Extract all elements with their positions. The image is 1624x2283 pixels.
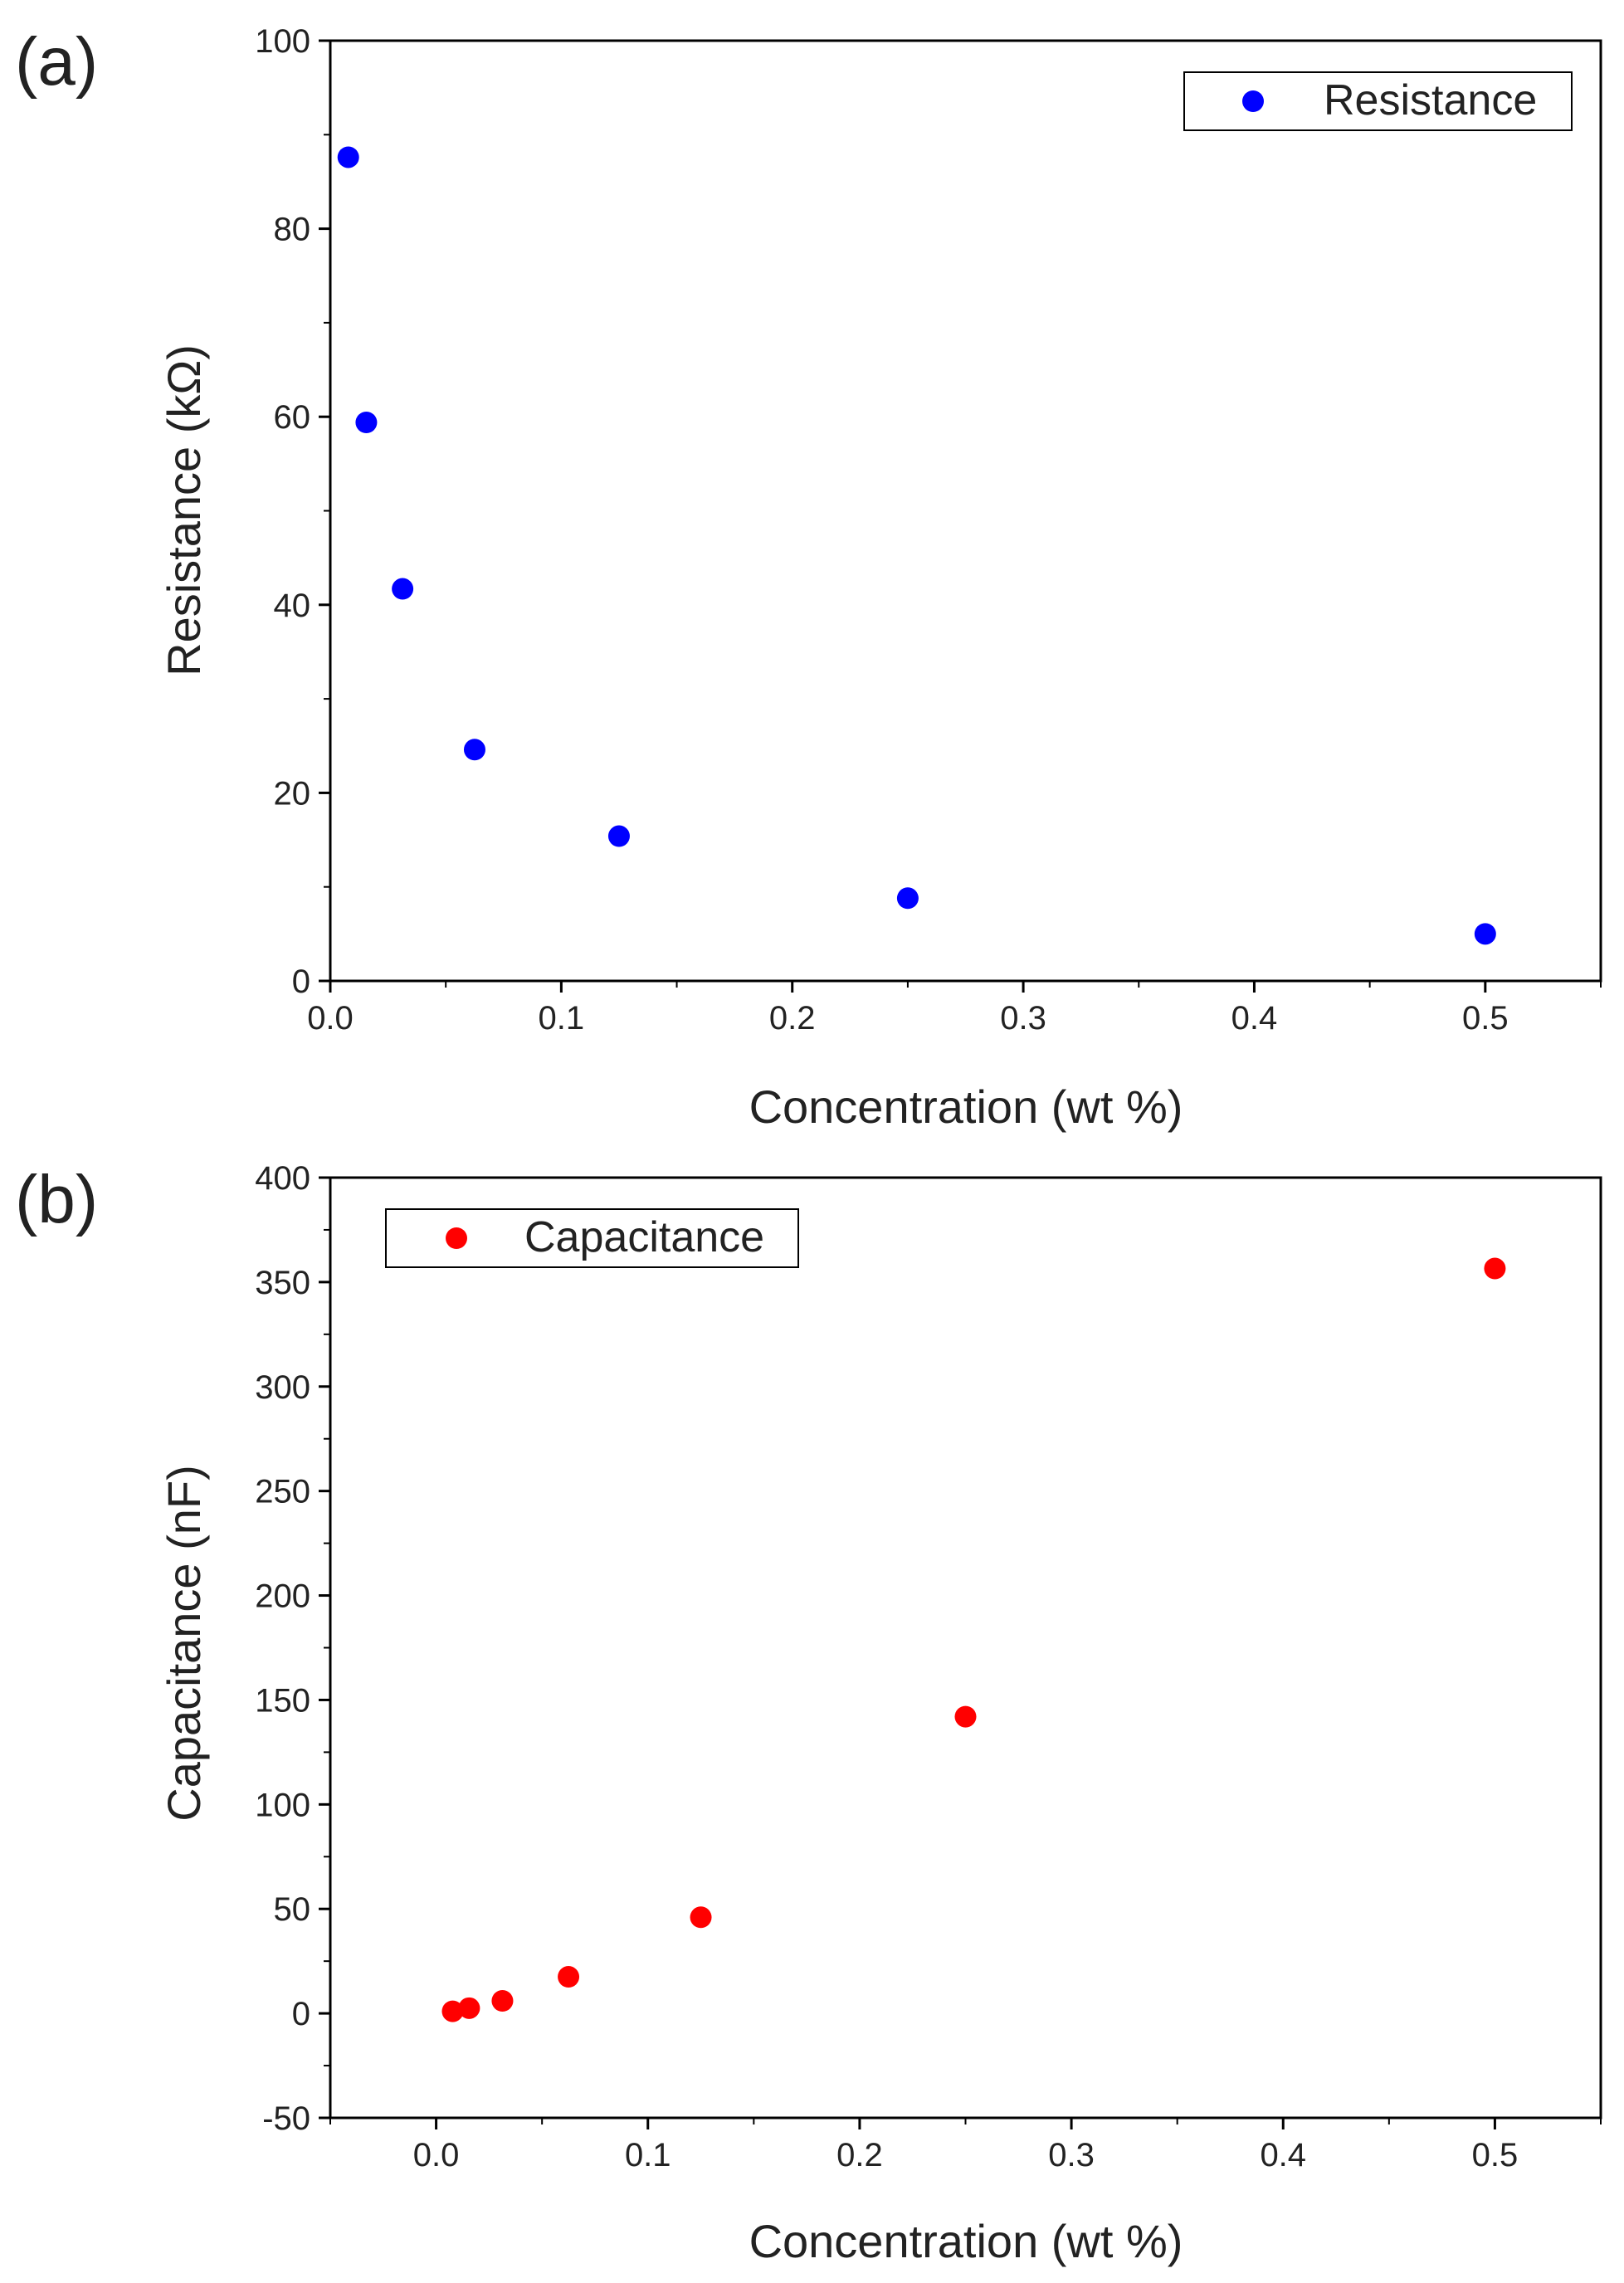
y-tick-label: 400 [255,1160,310,1197]
data-point [441,2000,464,2022]
y-tick-label: 50 [274,1891,311,1928]
data-point [491,1990,514,2012]
legend: Capacitance [385,1208,799,1268]
legend-label: Capacitance [524,1213,764,1261]
y-tick-labels: 0 20 40 60 80 100 [255,23,310,1000]
data-point [690,1906,712,1929]
x-tick-label: 0.1 [539,1000,585,1037]
legend-box [1183,71,1573,131]
panel-label: (b) [15,1162,98,1237]
y-tick-label: 100 [255,23,310,60]
data-point [458,1997,480,2019]
y-tick-label: 300 [255,1369,310,1406]
y-axis-title: Capacitance (nF) [158,1465,210,1822]
legend: Resistance [1183,71,1573,131]
x-tick-labels: 0.0 0.1 0.2 0.3 0.4 0.5 [413,2137,1518,2173]
data-point [355,411,378,433]
y-tick-label: -50 [262,2100,310,2137]
x-tick-label: 0.2 [769,1000,816,1037]
data-points [337,146,1496,945]
panel-label: (a) [15,24,98,100]
data-points [441,1257,1506,2022]
axis-ticks [319,1176,1602,2129]
x-tick-label: 0.3 [1048,2137,1095,2173]
legend-label: Resistance [1324,76,1537,124]
x-axis-title: Concentration (wt %) [749,1081,1183,1133]
x-tick-label: 0.5 [1462,1000,1509,1037]
y-tick-label: 80 [274,212,311,248]
x-tick-labels: 0.0 0.1 0.2 0.3 0.4 0.5 [307,1000,1508,1037]
y-tick-label: 60 [274,399,311,436]
x-axis-title: Concentration (wt %) [749,2215,1183,2267]
y-tick-label: 150 [255,1682,310,1719]
axis-ticks [319,39,1602,993]
data-point [337,146,359,168]
x-tick-label: 0.2 [836,2137,883,2173]
y-tick-label: 20 [274,775,311,812]
y-axis-title: Resistance (kΩ) [158,344,210,676]
y-tick-label: 200 [255,1578,310,1615]
y-tick-label: 40 [274,588,311,624]
x-tick-label: 0.1 [625,2137,671,2173]
y-tick-label: 0 [292,963,310,1000]
data-point [463,739,485,761]
y-tick-label: 350 [255,1265,310,1301]
data-point [954,1705,977,1728]
data-point [607,825,630,847]
data-point [558,1966,580,1988]
panel-b-capacitance-chart: (b) 0.0 0.1 0.2 0.3 0.4 0.5 -50 0 50 100… [15,1160,1602,2267]
y-tick-label: 250 [255,1474,310,1510]
data-point [896,887,919,910]
x-tick-label: 0.4 [1260,2137,1306,2173]
x-tick-label: 0.4 [1231,1000,1278,1037]
legend-marker [1242,90,1264,112]
data-point [392,578,414,600]
panel-a-resistance-chart: (a) 0.0 0.1 0.2 0.3 0.4 0.5 0 20 40 60 8… [15,23,1602,1133]
y-tick-labels: -50 0 50 100 150 200 250 300 350 400 [255,1160,310,2137]
x-tick-label: 0.5 [1472,2137,1519,2173]
x-tick-label: 0.3 [1000,1000,1046,1037]
x-tick-label: 0.0 [307,1000,354,1037]
y-tick-label: 0 [292,1996,310,2032]
y-tick-label: 100 [255,1787,310,1823]
data-point [1484,1257,1506,1280]
x-tick-label: 0.0 [413,2137,460,2173]
data-point [1474,923,1496,945]
legend-marker [446,1227,467,1249]
